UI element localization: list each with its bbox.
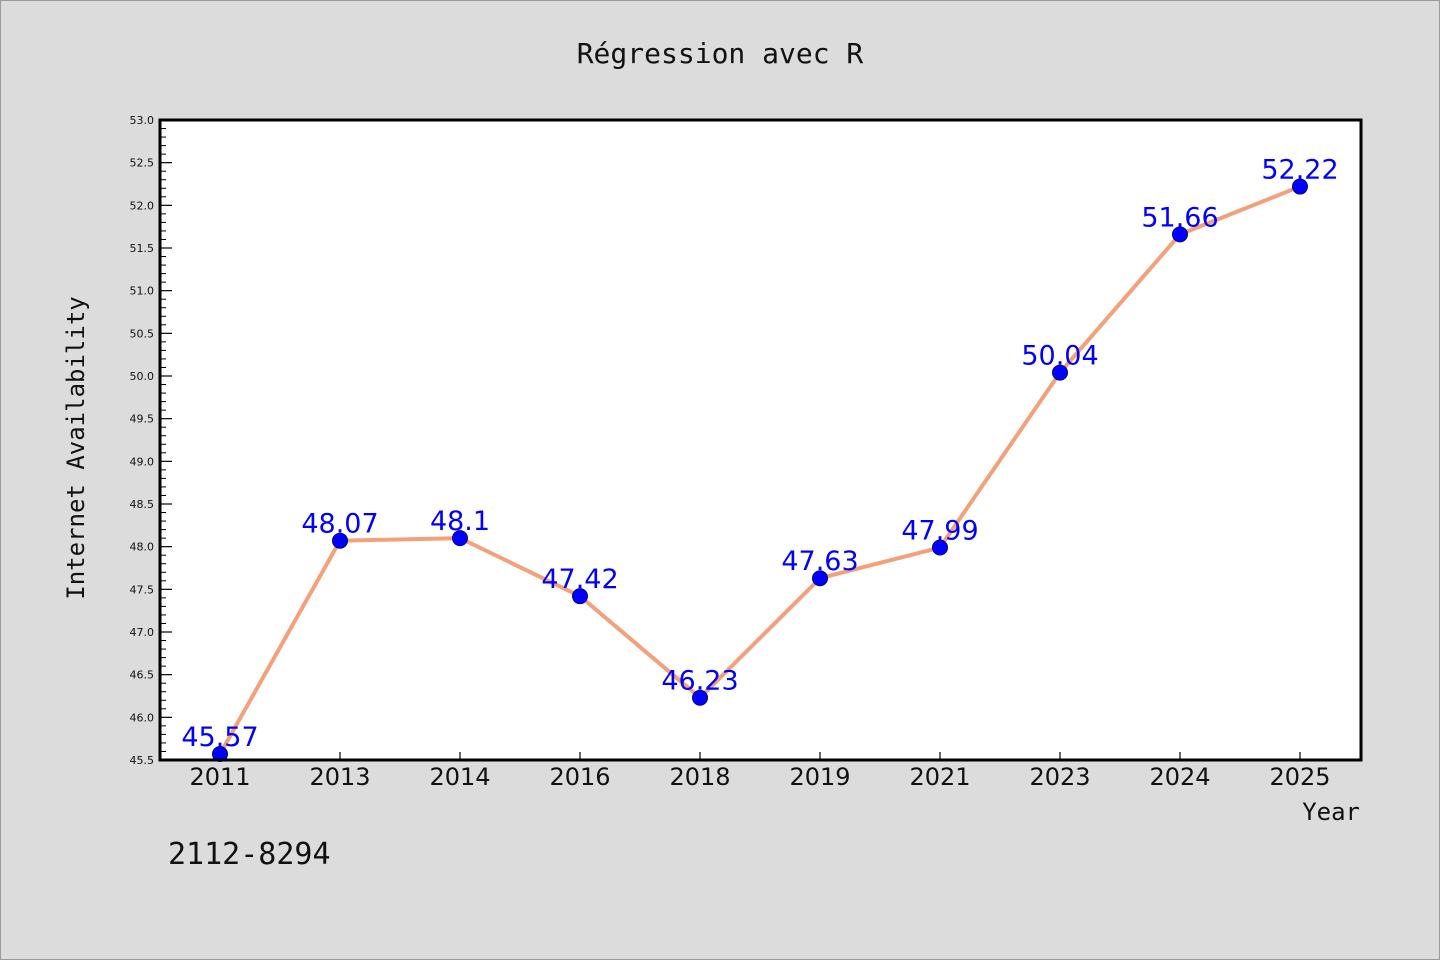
y-tick-label: 48.0: [130, 541, 155, 554]
data-label: 48.07: [301, 509, 378, 540]
x-tick-label: 2011: [189, 763, 250, 791]
y-tick-label: 48.5: [130, 498, 155, 511]
y-tick-label: 45.5: [130, 754, 155, 767]
y-tick-label: 47.0: [130, 626, 155, 639]
x-tick-label: 2013: [309, 763, 370, 791]
y-tick-label: 49.0: [130, 455, 155, 468]
data-label: 47.63: [781, 546, 858, 577]
plot-area: [160, 120, 1361, 760]
data-label: 47.99: [901, 516, 978, 547]
data-point: [812, 570, 828, 587]
x-tick-label: 2025: [1269, 763, 1330, 791]
x-tick-label: 2023: [1029, 763, 1090, 791]
data-point: [332, 532, 348, 549]
y-tick-label: 53.0: [130, 114, 155, 127]
x-tick-label: 2019: [789, 763, 850, 791]
data-point: [212, 746, 228, 763]
x-tick-label: 2016: [549, 763, 610, 791]
data-point: [1172, 226, 1188, 243]
chart-title: Régression avec R: [577, 37, 864, 70]
data-label: 45.57: [181, 722, 258, 753]
x-tick-label: 2018: [669, 763, 730, 791]
y-tick-label: 50.5: [130, 327, 155, 340]
y-axis-label: Internet Availability: [62, 296, 90, 599]
data-point: [1052, 364, 1068, 381]
data-point: [572, 588, 588, 605]
y-tick-label: 49.5: [130, 413, 155, 426]
y-tick-label: 52.5: [130, 157, 155, 170]
series-group: [212, 178, 1308, 763]
x-axis-label: Year: [1302, 798, 1360, 826]
data-label: 47.42: [541, 564, 618, 595]
data-label: 52.22: [1261, 155, 1338, 186]
annotation-code: 2112-8294: [168, 837, 331, 872]
x-axis-ticks: 2011 2013 2014 2016 2018 2019 2021 2023 2024 2025: [189, 752, 1331, 791]
y-tick-label: 50.0: [130, 370, 155, 383]
series-line: [218, 184, 1301, 756]
data-label: 50.04: [1021, 341, 1098, 372]
data-label: 51.66: [1141, 202, 1218, 233]
x-tick-label: 2021: [909, 763, 970, 791]
y-axis-ticks: 45.5 46.0 46.5 47.0 47.5 48.0 48.5 49.0 49.5 50.0…: [130, 114, 172, 767]
data-point: [1292, 178, 1308, 195]
data-labels-group: 45.57 48.07 48.1 47.42 46.23 47.63 47.99 50.04 5…: [181, 155, 1338, 753]
y-tick-label: 46.5: [130, 669, 155, 682]
x-tick-label: 2014: [429, 763, 490, 791]
y-tick-label: 46.0: [130, 711, 155, 724]
data-point: [692, 689, 708, 706]
data-point: [932, 539, 948, 556]
y-tick-label: 51.0: [130, 285, 155, 298]
y-tick-label: 47.5: [130, 583, 155, 596]
data-label: 48.1: [430, 506, 490, 537]
data-point: [452, 530, 468, 547]
y-tick-label: 52.0: [130, 199, 155, 212]
y-tick-label: 51.5: [130, 242, 155, 255]
x-tick-label: 2024: [1149, 763, 1210, 791]
plot-border: [158, 118, 1363, 762]
data-label: 46.23: [661, 666, 738, 697]
